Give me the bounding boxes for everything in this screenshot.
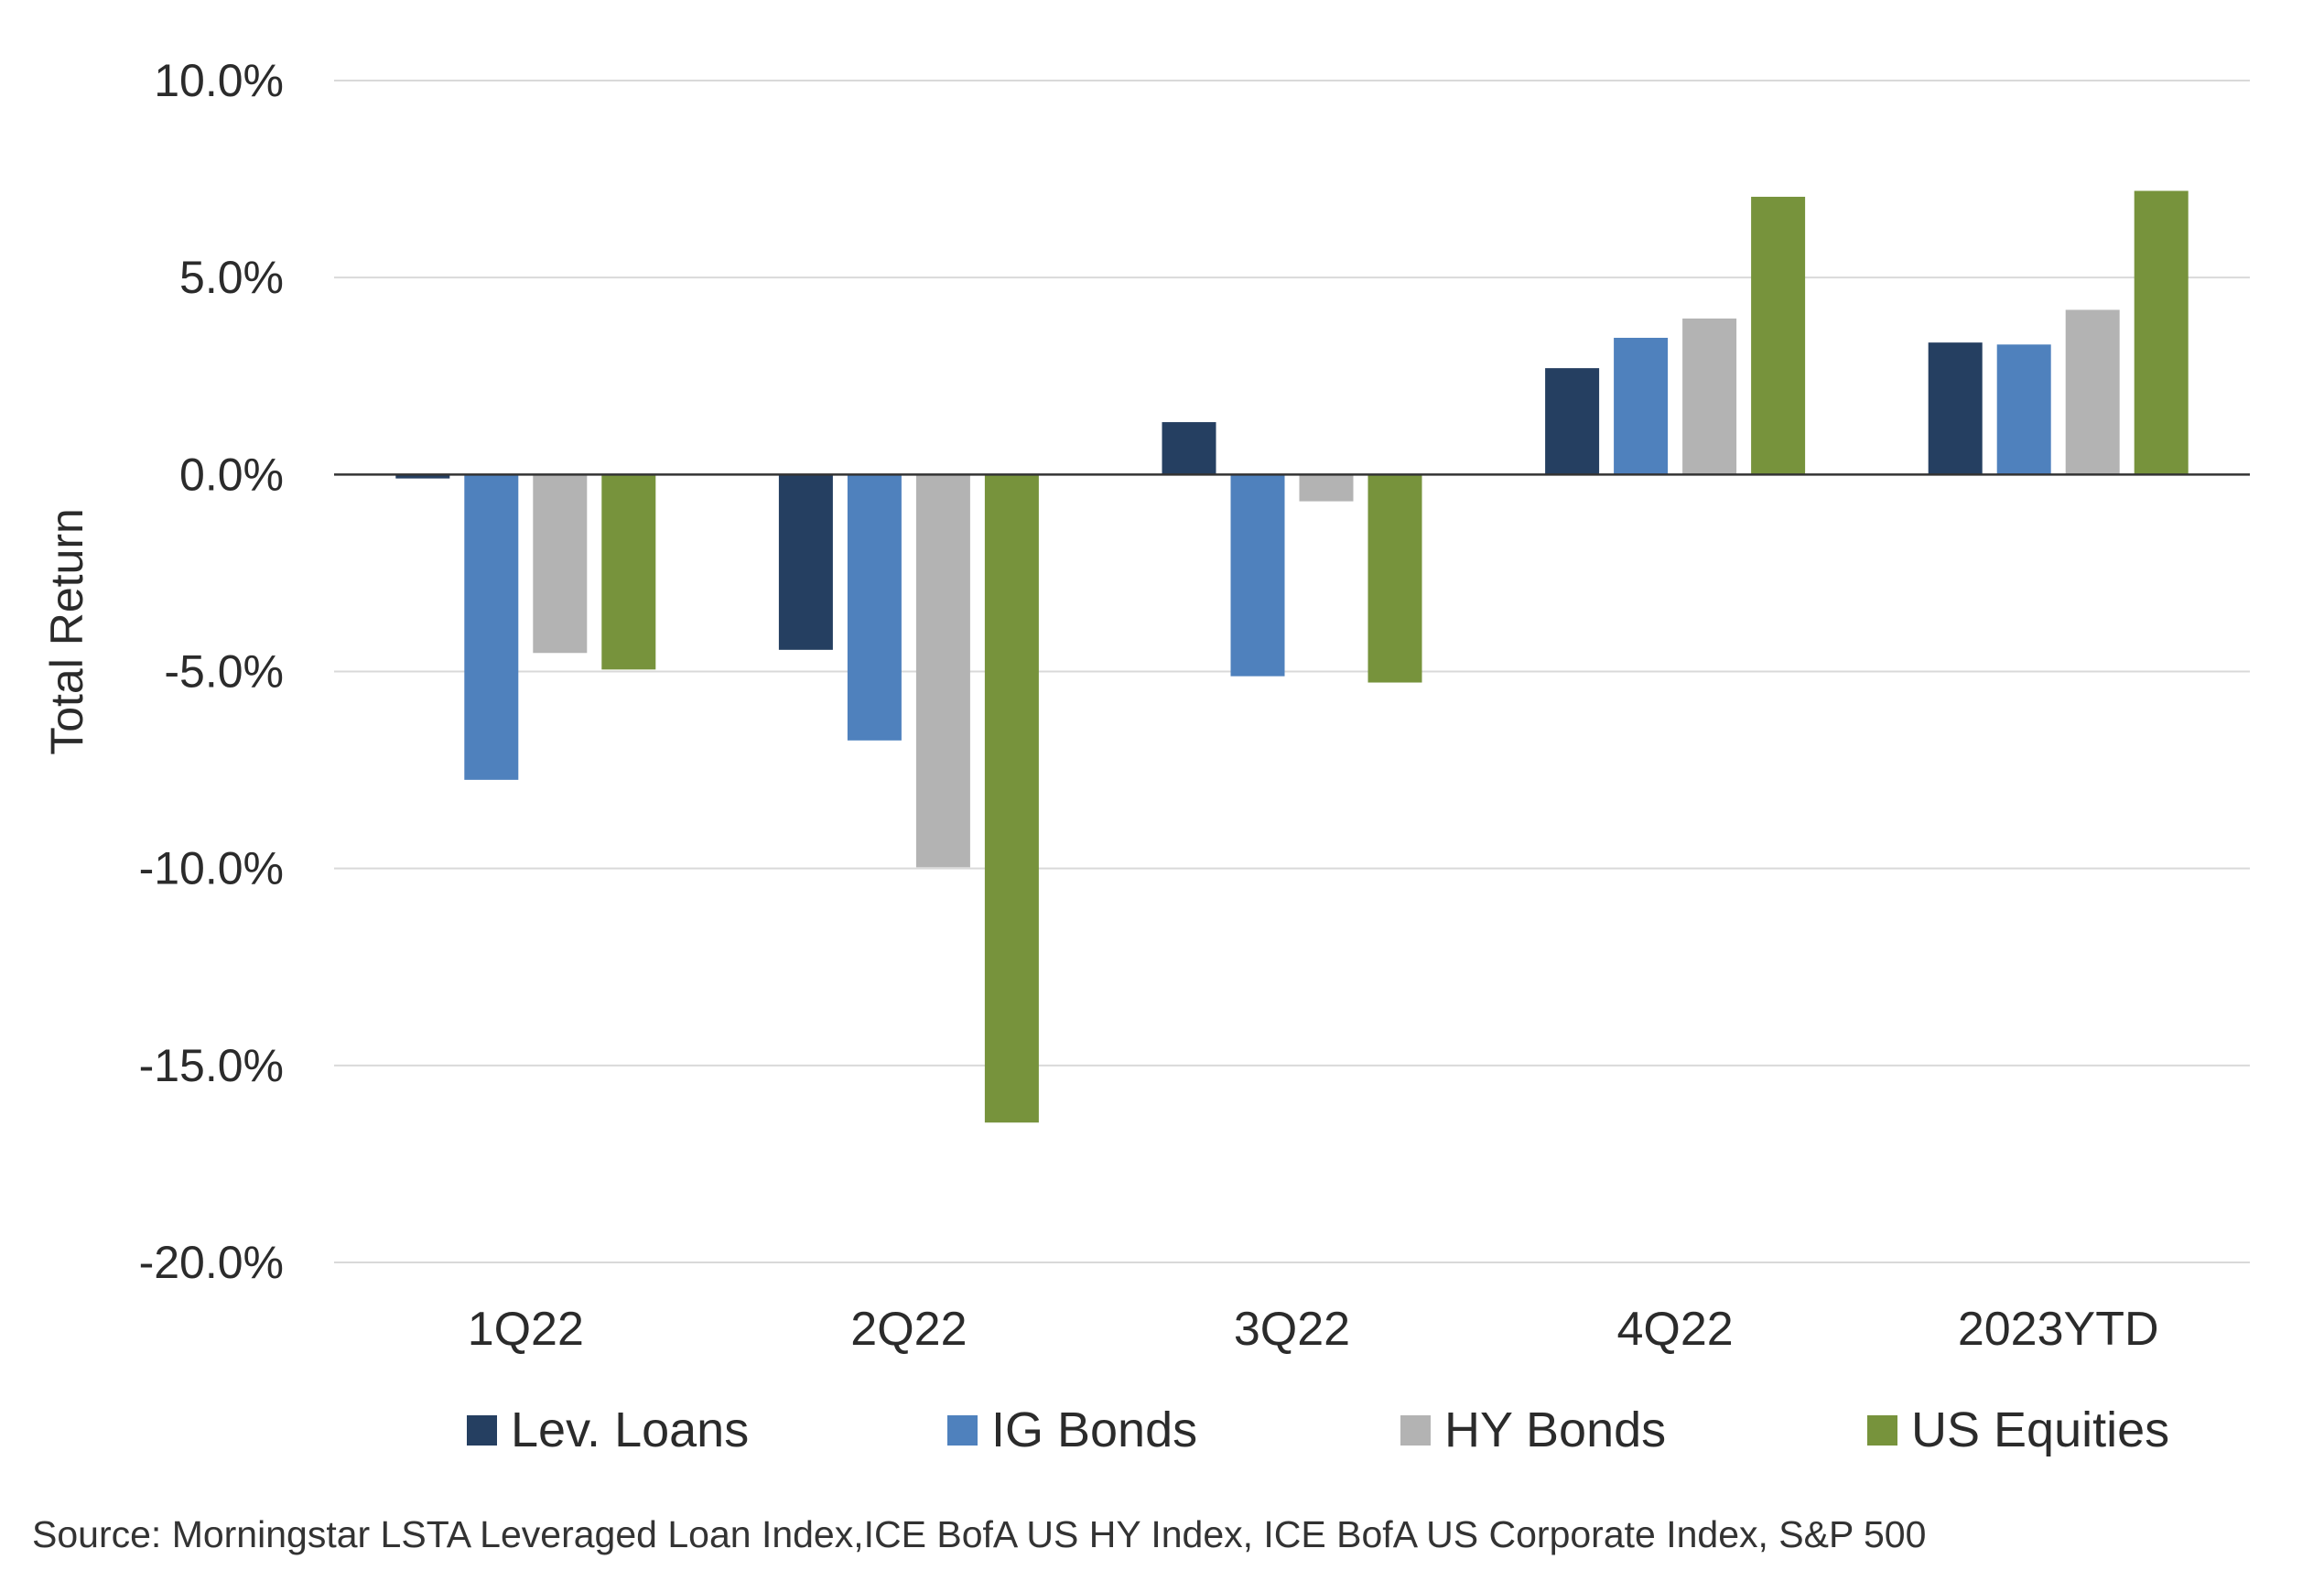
legend-swatch	[1400, 1415, 1431, 1446]
x-category-label: 2023YTD	[1958, 1303, 2159, 1356]
source-note: Source: Morningstar LSTA Leveraged Loan …	[32, 1513, 1926, 1555]
bar-ig-bonds-2q22	[847, 474, 902, 741]
bar-ig-bonds-4q22	[1614, 338, 1669, 475]
bar-lev-loans-2023ytd	[1928, 342, 1983, 475]
bar-us-equities-1q22	[601, 474, 656, 670]
x-category-label: 4Q22	[1616, 1303, 1733, 1356]
x-category-label: 2Q22	[850, 1303, 967, 1356]
bar-lev-loans-2q22	[778, 474, 833, 650]
legend-label: HY Bonds	[1444, 1402, 1666, 1457]
y-tick-label: -5.0%	[164, 646, 284, 698]
legend-label: US Equities	[1911, 1402, 2169, 1457]
bar-hy-bonds-2q22	[915, 474, 970, 868]
y-tick-label: 5.0%	[179, 252, 284, 303]
y-axis-ticks: 10.0% 5.0% 0.0% -5.0% -10.0% -15.0% -20.0%	[139, 55, 284, 1288]
legend-label: Lev. Loans	[511, 1402, 749, 1457]
gridlines	[334, 80, 2250, 1263]
bar-hy-bonds-3q22	[1299, 474, 1354, 502]
legend-swatch	[947, 1415, 978, 1446]
legend: Lev. Loans IG Bonds HY Bonds US Equities	[467, 1402, 2169, 1457]
bars	[395, 190, 2189, 1123]
y-tick-label: -10.0%	[139, 843, 284, 894]
y-tick-label: -20.0%	[139, 1237, 284, 1288]
bar-us-equities-3q22	[1367, 474, 1422, 683]
bar-us-equities-2023ytd	[2134, 190, 2189, 475]
y-tick-label: -15.0%	[139, 1040, 284, 1091]
legend-swatch	[467, 1415, 497, 1446]
x-category-label: 1Q22	[468, 1303, 584, 1356]
bar-ig-bonds-3q22	[1230, 474, 1285, 677]
y-axis-label: Total Return	[41, 508, 92, 755]
bar-hy-bonds-1q22	[533, 474, 588, 654]
bar-ig-bonds-1q22	[464, 474, 519, 780]
bar-hy-bonds-2023ytd	[2065, 309, 2120, 475]
y-tick-label: 10.0%	[154, 55, 284, 106]
legend-swatch	[1867, 1415, 1897, 1446]
bar-us-equities-2q22	[984, 474, 1039, 1123]
bar-ig-bonds-2023ytd	[1996, 344, 2051, 475]
legend-label: IG Bonds	[991, 1402, 1197, 1457]
bar-us-equities-4q22	[1751, 196, 1806, 475]
x-category-label: 3Q22	[1234, 1303, 1350, 1356]
bar-lev-loans-3q22	[1162, 422, 1216, 475]
bar-lev-loans-4q22	[1545, 368, 1600, 475]
bar-hy-bonds-4q22	[1682, 318, 1737, 475]
x-axis-categories: 1Q22 2Q22 3Q22 4Q22 2023YTD	[468, 1303, 2159, 1356]
y-tick-label: 0.0%	[179, 449, 284, 500]
bar-lev-loans-1q22	[395, 474, 450, 479]
